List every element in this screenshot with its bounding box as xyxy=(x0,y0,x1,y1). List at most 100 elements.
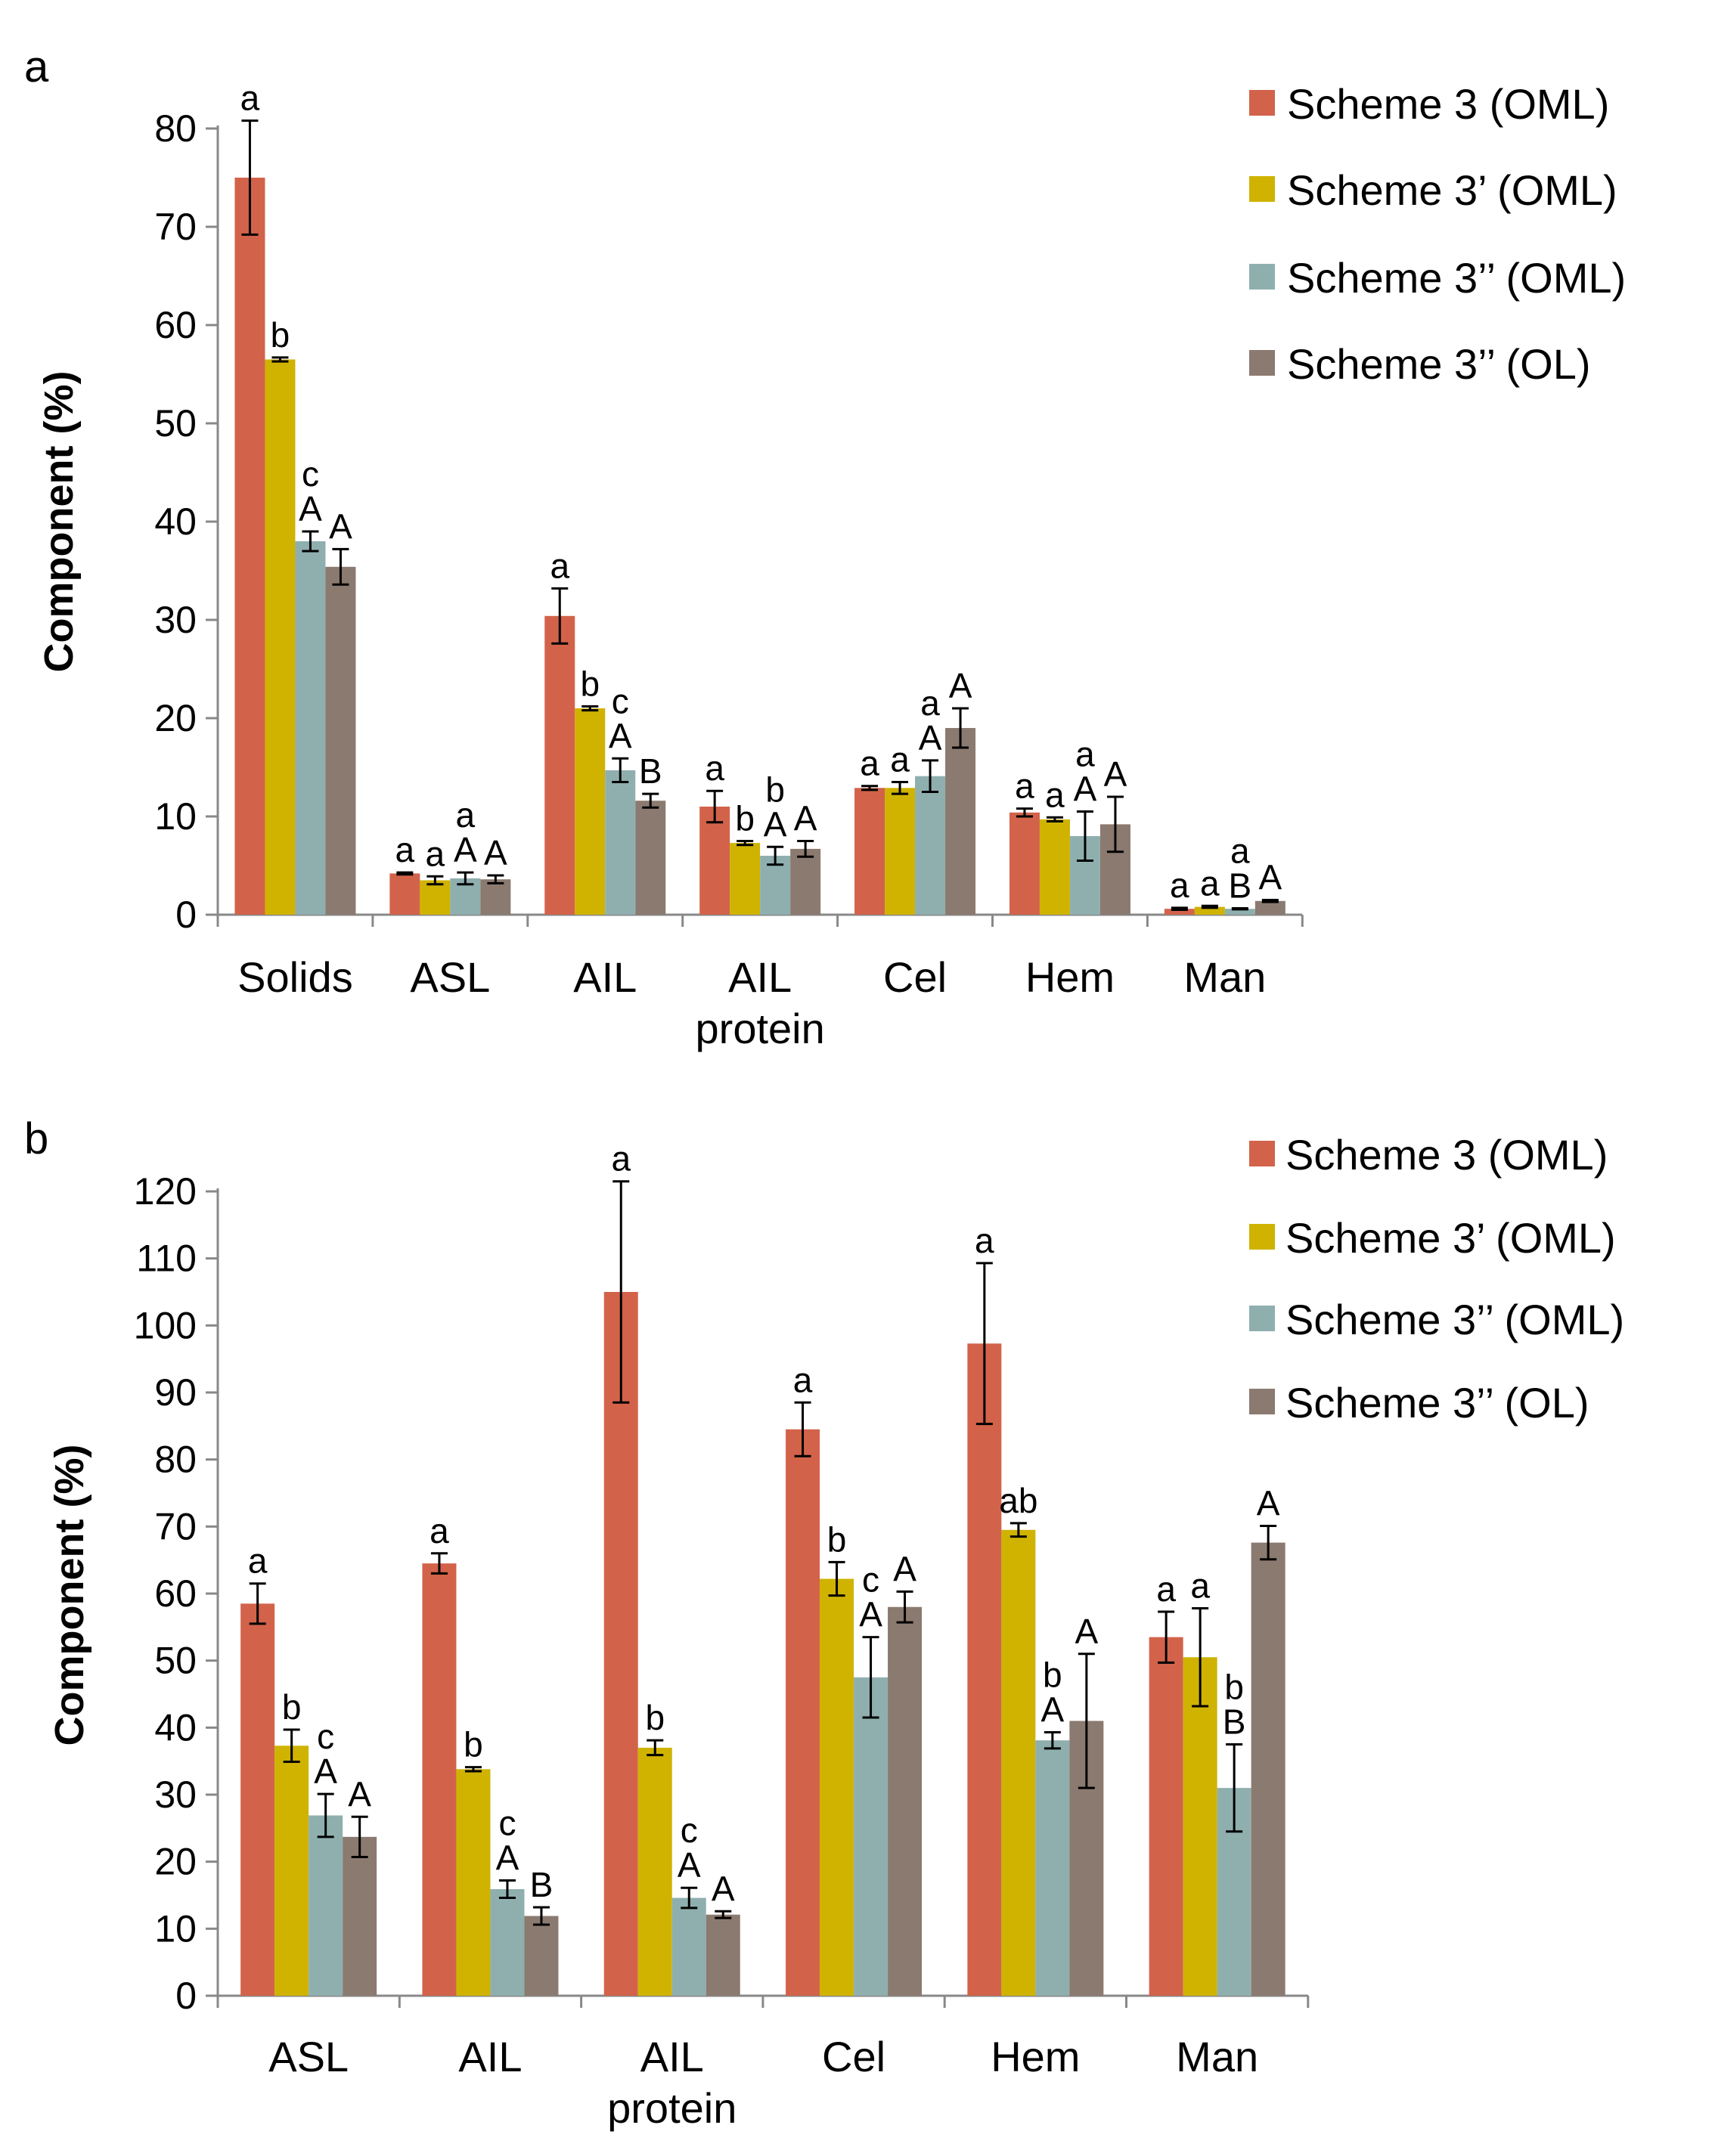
y-tick-label: 20 xyxy=(154,1841,197,1883)
significance-label: A xyxy=(454,830,477,869)
significance-label: a xyxy=(975,1221,994,1260)
legend-label: Scheme 3’’ (OL) xyxy=(1285,1379,1589,1426)
bar xyxy=(265,359,296,915)
significance-label: b xyxy=(282,1687,302,1727)
panel-letter: b xyxy=(24,1114,48,1163)
legend-label: Scheme 3’’ (OL) xyxy=(1287,340,1591,388)
significance-label: c xyxy=(317,1717,334,1756)
significance-label: A xyxy=(949,666,972,705)
y-tick-label: 50 xyxy=(154,1640,197,1682)
significance-label: a xyxy=(1045,775,1065,814)
bar xyxy=(1183,1657,1217,1996)
bar xyxy=(967,1343,1002,1996)
bar xyxy=(1164,909,1195,915)
bar xyxy=(706,1914,740,1996)
bar xyxy=(888,1606,923,1996)
bar xyxy=(854,1677,889,1996)
bar xyxy=(544,615,575,915)
bar xyxy=(1035,1740,1070,1996)
significance-label: a xyxy=(1075,735,1095,774)
bar xyxy=(234,178,265,915)
x-category-label: Solids xyxy=(237,953,353,1001)
significance-label: A xyxy=(712,1869,735,1908)
significance-label: a xyxy=(1015,767,1034,806)
significance-label: ab xyxy=(999,1481,1037,1520)
y-tick-label: 20 xyxy=(154,697,197,739)
x-category-label: Cel xyxy=(822,2033,885,2080)
bar xyxy=(885,788,916,915)
bar xyxy=(730,843,761,915)
significance-label: a xyxy=(430,1511,449,1550)
y-tick-label: 110 xyxy=(136,1238,197,1280)
significance-label: a xyxy=(860,744,879,783)
legend-label: Scheme 3’ (OML) xyxy=(1285,1214,1616,1262)
significance-label: A xyxy=(794,799,817,838)
significance-label: B xyxy=(530,1865,554,1904)
y-tick-label: 10 xyxy=(154,795,197,838)
significance-label: a xyxy=(793,1360,813,1399)
significance-label: a xyxy=(705,748,724,788)
bar xyxy=(790,848,821,915)
bar xyxy=(295,541,326,915)
y-tick-label: 0 xyxy=(175,1975,197,2017)
bar xyxy=(309,1815,343,1996)
significance-label: b xyxy=(271,315,290,355)
significance-label: a xyxy=(248,1541,268,1581)
significance-label: A xyxy=(1074,770,1097,809)
legend-label: Scheme 3’’ (OML) xyxy=(1287,254,1626,302)
chart-panel-a: a Component (%) 0 10 20 30 40 50 60 70 80 Solids ASL… xyxy=(24,42,1626,1052)
bar xyxy=(1194,906,1225,915)
significance-label: a xyxy=(1200,863,1220,903)
bar xyxy=(945,728,976,915)
y-tick-label: 70 xyxy=(154,206,197,248)
bar xyxy=(915,776,946,915)
significance-label: A xyxy=(893,1549,916,1588)
x-category-label: protein xyxy=(696,1005,825,1052)
bar xyxy=(389,873,420,915)
bar xyxy=(1251,1542,1285,1996)
significance-label: a xyxy=(890,740,910,779)
significance-label: c xyxy=(498,1803,516,1842)
significance-label: c xyxy=(302,454,319,494)
y-axis-title: Component (%) xyxy=(36,371,82,673)
y-tick-label: 120 xyxy=(134,1170,197,1213)
legend-label: Scheme 3 (OML) xyxy=(1287,80,1609,128)
x-category-label: ASL xyxy=(410,953,490,1001)
significance-label: A xyxy=(609,716,632,755)
bar xyxy=(603,1292,638,1996)
y-tick-label: 90 xyxy=(154,1371,197,1414)
significance-label: B xyxy=(1229,866,1252,906)
significance-label: A xyxy=(299,489,322,528)
significance-label: A xyxy=(1259,858,1282,897)
y-tick-label: 0 xyxy=(175,894,197,936)
bar xyxy=(699,807,730,915)
y-tick-label: 80 xyxy=(154,1439,197,1481)
bar xyxy=(422,1563,457,1996)
chart-panel-b: b Component (%) 0 10 20 30 40 50 60 70 80 90 100 110 1… xyxy=(24,1114,1624,2132)
bar xyxy=(635,801,666,915)
x-category-label: protein xyxy=(607,2084,737,2132)
significance-label: a xyxy=(456,795,476,835)
significance-label: a xyxy=(1170,866,1189,905)
bar xyxy=(637,1747,672,1996)
significance-label: a xyxy=(1190,1566,1210,1606)
bar xyxy=(605,770,636,915)
significance-label: a xyxy=(395,830,415,869)
significance-label: A xyxy=(496,1838,519,1877)
x-category-label: AIL xyxy=(573,953,637,1001)
significance-label: A xyxy=(1104,754,1127,794)
legend-swatch xyxy=(1249,90,1275,116)
legend-swatch xyxy=(1249,350,1275,376)
significance-label: A xyxy=(1075,1612,1099,1651)
significance-label: b xyxy=(735,799,755,838)
significance-label: a xyxy=(1156,1569,1176,1609)
bar xyxy=(325,566,356,915)
significance-label: c xyxy=(612,681,629,720)
bar xyxy=(480,879,511,915)
series-0: a a a a a a xyxy=(240,1139,1183,1996)
legend-swatch xyxy=(1249,1141,1275,1166)
y-tick-label: 30 xyxy=(154,1773,197,1816)
bar xyxy=(1001,1529,1036,1996)
